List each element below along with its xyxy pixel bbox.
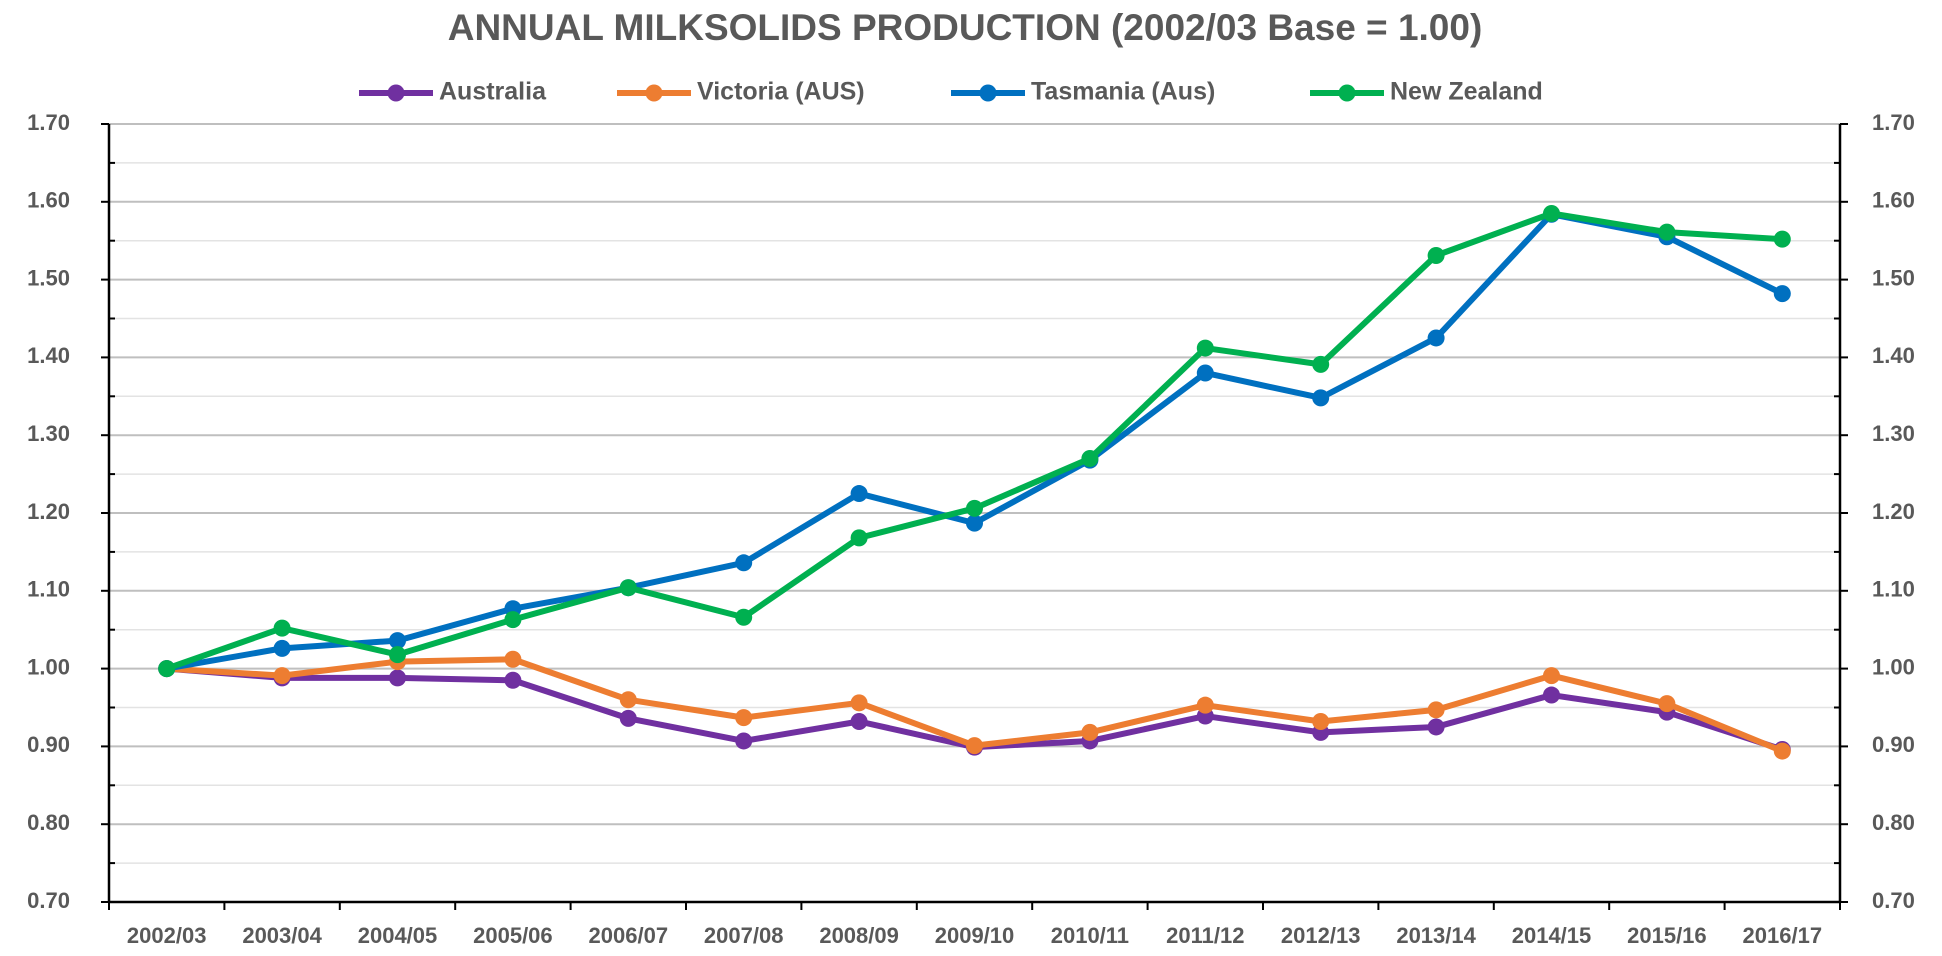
y2-tick-label: 1.50 [1872,265,1915,290]
series [158,205,1791,678]
marker [1427,246,1445,264]
marker [1773,742,1791,760]
marker [850,694,868,712]
marker [735,732,753,750]
x-tick-label: 2008/09 [819,923,899,948]
y-tick-label: 1.20 [27,499,70,524]
legend-marker [979,84,997,102]
marker [966,514,983,532]
marker [1427,329,1445,347]
marker [1543,667,1560,685]
marker [966,737,983,755]
marker [850,485,868,503]
legend-label: New Zealand [1390,78,1543,106]
marker [1658,223,1676,241]
marker [1196,364,1214,382]
marker [735,554,753,572]
y2-tick-label: 1.10 [1872,577,1915,602]
marker [273,639,291,657]
marker [273,619,291,637]
marker [1427,718,1445,736]
series [158,204,1791,678]
marker [1081,723,1099,741]
x-tick-label: 2016/17 [1743,923,1823,948]
marker [850,529,868,547]
x-tick-label: 2012/13 [1281,923,1361,948]
marker [389,669,406,687]
marker [158,660,176,678]
x-tick-label: 2005/06 [473,923,553,948]
marker [1196,696,1214,714]
x-tick-label: 2002/03 [127,923,207,948]
marker [504,611,522,629]
x-tick-label: 2011/12 [1166,923,1244,948]
y2-tick-label: 1.70 [1872,110,1915,135]
legend-marker [387,84,405,102]
series-line [165,210,1783,672]
y2-tick-label: 1.00 [1872,654,1915,679]
y2-tick-label: 1.60 [1872,188,1915,213]
y2-tick-label: 0.90 [1872,732,1915,757]
y2-tick-label: 1.30 [1872,421,1915,446]
marker [389,646,406,664]
marker [389,632,406,650]
marker [850,713,868,731]
legend-marker [1338,84,1356,102]
legend-marker [645,84,663,102]
marker [504,650,522,668]
y-tick-label: 1.40 [27,343,70,368]
marker [1196,339,1214,357]
marker [1312,713,1330,731]
marker [1312,355,1330,373]
y-tick-label: 0.90 [27,732,70,757]
y2-tick-label: 0.70 [1872,888,1915,913]
y-tick-label: 0.80 [27,810,70,835]
x-tick-label: 2013/14 [1396,923,1476,948]
x-tick-label: 2009/10 [935,923,1015,948]
x-tick-label: 2015/16 [1627,923,1707,948]
marker [1543,204,1560,222]
legend-label: Tasmania (Aus) [1031,78,1215,106]
marker [619,709,637,727]
y2-tick-label: 0.80 [1872,810,1915,835]
marker [619,579,637,597]
marker [1773,230,1791,248]
y-tick-label: 1.30 [27,421,70,446]
marker [1773,285,1791,303]
legend-label: Victoria (AUS) [697,78,865,106]
chart-title: ANNUAL MILKSOLIDS PRODUCTION (2002/03 Ba… [448,7,1483,48]
x-tick-label: 2014/15 [1512,923,1592,948]
marker [273,667,291,685]
y-tick-label: 1.70 [27,110,70,135]
marker [1427,701,1445,719]
marker [1543,686,1560,704]
y2-tick-label: 1.20 [1872,499,1915,524]
x-tick-label: 2007/08 [704,923,784,948]
marker [1658,695,1676,713]
series-line [166,211,1784,672]
marker [619,691,637,709]
marker [1312,389,1330,407]
y-tick-label: 0.70 [27,888,70,913]
marker [1081,450,1099,468]
y2-tick-label: 1.40 [1872,343,1915,368]
y-tick-label: 1.00 [27,654,70,679]
legend-label: Australia [439,78,547,106]
x-tick-label: 2004/05 [358,923,438,948]
marker [735,608,753,626]
x-tick-label: 2006/07 [589,923,669,948]
y-tick-label: 1.60 [27,188,70,213]
y-tick-label: 1.50 [27,265,70,290]
x-tick-label: 2010/11 [1051,923,1129,948]
series [158,650,1791,760]
marker [504,671,522,689]
marker [966,499,983,517]
y-tick-label: 1.10 [27,577,70,602]
marker [735,709,753,727]
x-tick-label: 2003/04 [242,923,322,948]
